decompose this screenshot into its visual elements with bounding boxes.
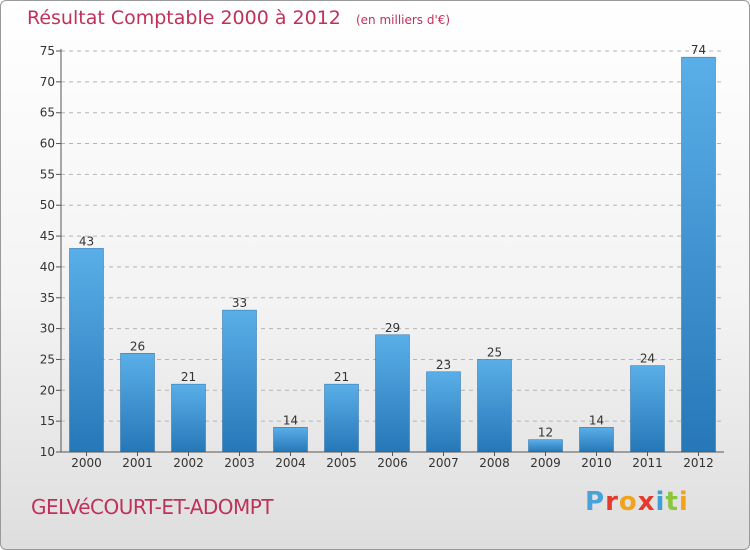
x-tick-label: 2012	[683, 456, 714, 470]
x-tick-label: 2003	[224, 456, 255, 470]
logo-letter: t	[665, 487, 679, 517]
y-tick-label: 50	[40, 198, 55, 212]
labels: 10 15 20 25 30 35 40 45 50 55 60 65 70 75 43 2000 26 2001…	[40, 43, 714, 470]
axes	[56, 49, 724, 456]
y-tick-label: 40	[40, 260, 55, 274]
y-tick-label: 15	[40, 414, 55, 428]
bars	[69, 56, 716, 453]
y-tick-label: 20	[40, 383, 55, 397]
logo-letter: i	[678, 487, 689, 517]
bar-2007	[426, 371, 461, 453]
y-tick-label: 55	[40, 167, 55, 181]
x-tick-label: 2005	[326, 456, 357, 470]
y-tick-label: 30	[40, 322, 55, 336]
bar-2003	[222, 309, 257, 453]
bar-2002	[171, 383, 206, 453]
y-tick-label: 10	[40, 445, 55, 459]
logo-letter: o	[618, 487, 638, 517]
bar-value-label: 33	[232, 296, 247, 310]
bar-value-label: 26	[130, 339, 145, 353]
y-tick-label: 65	[40, 106, 55, 120]
bar-2009	[528, 439, 563, 453]
x-tick-label: 2008	[479, 456, 510, 470]
logo-letter: r	[605, 487, 619, 517]
x-tick-label: 2009	[530, 456, 561, 470]
y-tick-label: 25	[40, 352, 55, 366]
bar-value-label: 21	[181, 370, 196, 384]
bar-value-label: 21	[334, 370, 349, 384]
bar-2005	[324, 383, 359, 453]
bar-2001	[120, 353, 155, 453]
bar-value-label: 23	[436, 358, 451, 372]
y-tick-label: 75	[40, 44, 55, 58]
chart-title: Résultat Comptable 2000 à 2012	[27, 7, 341, 29]
y-tick-label: 60	[40, 137, 55, 151]
y-tick-label: 70	[40, 75, 55, 89]
bar-value-label: 14	[589, 413, 604, 427]
y-tick-label: 45	[40, 229, 55, 243]
logo-letter: x	[637, 487, 656, 517]
bar-value-label: 74	[691, 43, 706, 57]
proxiti-logo: Proxiti	[585, 487, 689, 517]
bar-2000	[69, 248, 104, 453]
bar-2012	[681, 56, 716, 453]
logo-letter: i	[655, 487, 666, 517]
bar-2008	[477, 359, 512, 453]
x-tick-label: 2006	[377, 456, 408, 470]
bar-2011	[630, 365, 665, 453]
x-tick-label: 2002	[173, 456, 204, 470]
bar-value-label: 24	[640, 352, 655, 366]
bar-value-label: 29	[385, 321, 400, 335]
x-tick-label: 2007	[428, 456, 459, 470]
bar-value-label: 43	[79, 234, 94, 248]
bar-value-label: 25	[487, 345, 502, 359]
x-tick-label: 2010	[581, 456, 612, 470]
bar-2004	[273, 427, 308, 453]
chart-header: Résultat Comptable 2000 à 2012 (en milli…	[27, 7, 450, 29]
y-tick-label: 35	[40, 291, 55, 305]
x-tick-label: 2000	[71, 456, 102, 470]
bar-2010	[579, 427, 614, 453]
logo-letter: P	[585, 487, 606, 517]
bar-2006	[375, 334, 410, 453]
unit-note: (en milliers d'€)	[355, 13, 451, 27]
bar-value-label: 12	[538, 426, 553, 440]
x-tick-label: 2001	[122, 456, 153, 470]
x-tick-label: 2004	[275, 456, 306, 470]
commune-name: GELVéCOURT-ET-ADOMPT	[31, 495, 274, 519]
bar-value-label: 14	[283, 413, 298, 427]
x-tick-label: 2011	[632, 456, 663, 470]
